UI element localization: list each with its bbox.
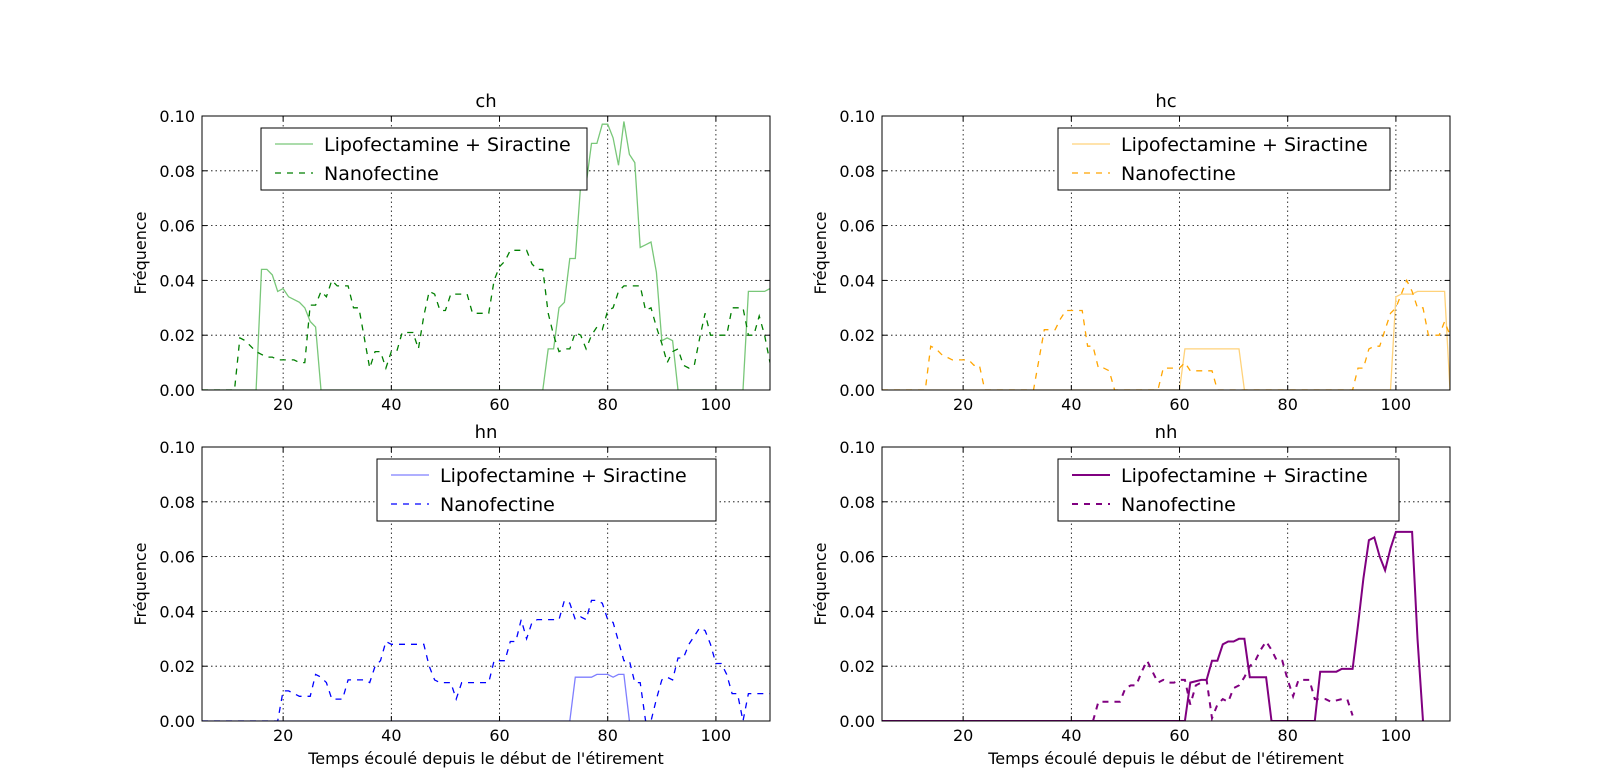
y-tick-label: 0.00 [159,381,195,400]
y-tick-label: 0.02 [839,326,875,345]
subplot-title: nh [1155,422,1178,443]
x-tick-label: 40 [381,395,401,414]
subplot-title: ch [475,91,496,112]
y-tick-label: 0.06 [159,548,195,567]
legend-label: Nanofectine [324,163,439,185]
series-line-lipofectamine-siractine [202,673,631,721]
y-tick-label: 0.10 [839,107,875,126]
x-tick-label: 20 [273,395,293,414]
x-tick-label: 80 [1278,726,1298,745]
subplot-title: hn [475,422,498,443]
legend-label: Lipofectamine + Siractine [440,465,687,487]
y-tick-label: 0.06 [159,217,195,236]
legend-label: Nanofectine [440,494,555,516]
y-tick-label: 0.08 [839,493,875,512]
x-tick-label: 20 [273,726,293,745]
y-tick-label: 0.08 [159,493,195,512]
x-tick-label: 60 [489,395,509,414]
y-axis-label: Fréquence [811,542,830,625]
subplot-title: hc [1155,91,1176,112]
series-line-nanofectine [1092,639,1354,721]
series-line-nanofectine [202,249,770,390]
y-tick-label: 0.08 [839,162,875,181]
x-tick-label: 20 [953,726,973,745]
y-tick-label: 0.00 [159,712,195,731]
y-tick-label: 0.06 [839,548,875,567]
legend-label: Nanofectine [1121,163,1236,185]
y-tick-label: 0.04 [159,271,195,290]
series-line-nanofectine [882,278,1450,390]
x-tick-label: 100 [701,726,732,745]
y-tick-label: 0.04 [839,602,875,621]
y-tick-label: 0.10 [159,107,195,126]
legend: Lipofectamine + Siractine Nanofectine [1057,458,1400,522]
x-tick-label: 40 [1061,395,1081,414]
legend-label: Lipofectamine + Siractine [1121,465,1368,487]
legend: Lipofectamine + Siractine Nanofectine [376,458,717,522]
y-tick-label: 0.02 [839,657,875,676]
y-tick-label: 0.02 [159,326,195,345]
legend-label: Lipofectamine + Siractine [324,134,571,156]
series-line-lipofectamine-siractine [882,290,1450,390]
y-tick-label: 0.06 [839,217,875,236]
axes-frame [881,446,1451,722]
x-tick-label: 60 [1169,395,1189,414]
y-tick-label: 0.02 [159,657,195,676]
y-tick-label: 0.04 [159,602,195,621]
legend: Lipofectamine + Siractine Nanofectine [260,127,588,191]
legend-box [1057,127,1391,191]
y-tick-label: 0.00 [839,712,875,731]
x-tick-label: 100 [1381,726,1412,745]
axes-frame [201,115,771,391]
x-axis-label: Temps écoulé depuis le début de l'étirem… [307,749,664,768]
axes-frame [201,446,771,722]
subplot-nh: 20 40 60 80 100 0.00 0.02 0.04 0.06 0.08 0.10 nh Fré… [811,422,1451,768]
x-tick-label: 40 [381,726,401,745]
x-tick-label: 100 [701,395,732,414]
legend-box [1057,458,1400,522]
y-tick-label: 0.04 [839,271,875,290]
x-tick-label: 60 [1169,726,1189,745]
legend-box [376,458,717,522]
legend-label: Lipofectamine + Siractine [1121,134,1368,156]
y-axis-label: Fréquence [131,542,150,625]
legend: Lipofectamine + Siractine Nanofectine [1057,127,1391,191]
y-axis-label: Fréquence [131,211,150,294]
x-tick-label: 60 [489,726,509,745]
series-line-nanofectine [202,599,770,721]
x-axis-label: Temps écoulé depuis le début de l'étirem… [987,749,1344,768]
x-tick-label: 80 [598,395,618,414]
y-axis-label: Fréquence [811,211,830,294]
x-tick-label: 80 [598,726,618,745]
legend-box [260,127,588,191]
x-tick-label: 40 [1061,726,1081,745]
y-tick-label: 0.10 [839,438,875,457]
subplot-hc: 20 40 60 80 100 0.00 0.02 0.04 0.06 0.08 0.10 hc Fré… [811,91,1451,414]
y-tick-label: 0.10 [159,438,195,457]
x-tick-label: 20 [953,395,973,414]
y-tick-label: 0.08 [159,162,195,181]
subplot-ch: 20 40 60 80 100 0.00 0.02 0.04 0.06 0.08 0.10 ch Fré… [131,91,771,414]
x-tick-label: 80 [1278,395,1298,414]
axes-frame [881,115,1451,391]
subplot-hn: 20 40 60 80 100 0.00 0.02 0.04 0.06 0.08 0.10 hn Fré… [131,422,771,768]
legend-label: Nanofectine [1121,494,1236,516]
x-tick-label: 100 [1381,395,1412,414]
series-line-lipofectamine-siractine [882,530,1424,721]
y-tick-label: 0.00 [839,381,875,400]
